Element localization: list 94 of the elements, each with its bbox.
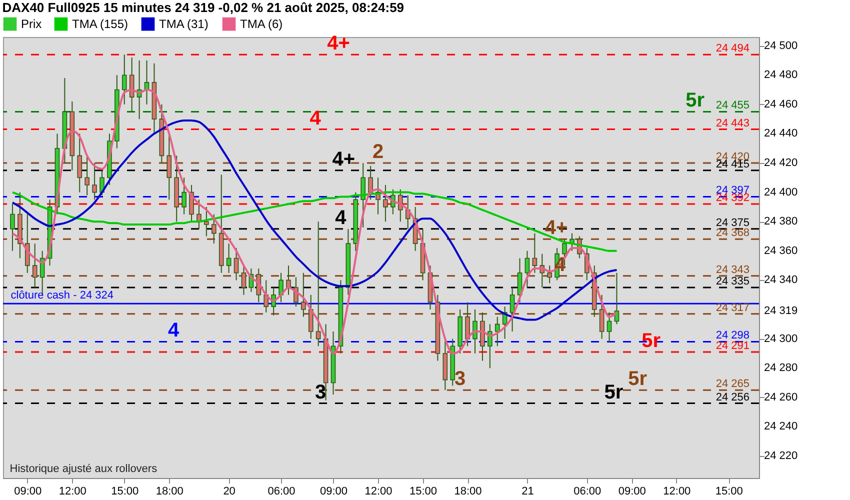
annotation: 5r (628, 368, 648, 390)
x-tick-label: 09:00 (618, 486, 646, 498)
candlestick (383, 184, 388, 222)
candlestick (368, 165, 373, 200)
ref-line-label: 24 494 (716, 42, 750, 55)
annotation: 2 (372, 141, 384, 163)
annotation: 3 (454, 368, 466, 390)
ref-line-label: 24 375 (716, 216, 750, 229)
y-tick-label: 24 360 (764, 244, 798, 257)
y-tick-label: 24 480 (764, 69, 798, 82)
candlestick (10, 204, 15, 252)
candlestick (599, 294, 604, 340)
ref-line-label: 24 455 (716, 100, 750, 112)
annotation: 5r (604, 381, 624, 404)
candlestick (606, 312, 612, 342)
annotation: 4 (310, 107, 322, 130)
x-tick-label: 15:00 (715, 486, 743, 498)
candlestick (189, 184, 194, 222)
candlestick (226, 243, 232, 274)
candlestick (308, 294, 314, 340)
candlestick (264, 280, 269, 313)
candlestick (32, 243, 38, 288)
candlestick (494, 316, 500, 347)
annotation: 5r (686, 90, 705, 112)
ref-line-label: 24 298 (716, 330, 750, 342)
x-tick-label: 15:00 (111, 486, 139, 498)
candlestick (182, 177, 186, 215)
candlestick (84, 155, 90, 196)
candlestick (301, 272, 306, 318)
candlestick (241, 265, 246, 296)
x-tick-label: 21 (522, 486, 534, 498)
ref-line-label: 24 265 (716, 378, 750, 390)
y-tick-label: 24 220 (764, 450, 798, 462)
candlestick (547, 265, 552, 284)
candlestick (316, 221, 321, 347)
annotation: 4+ (332, 148, 356, 170)
y-tick-label: 24 500 (764, 40, 798, 52)
y-tick-label: 24 420 (764, 157, 798, 169)
annotation: 4 (335, 206, 348, 229)
candlestick (472, 309, 478, 354)
annotation: 5r (642, 330, 661, 352)
ref-line-label: 24 317 (716, 302, 750, 314)
ref-line-label: 24 291 (716, 340, 750, 352)
candlestick (234, 247, 239, 281)
ref-line-label: 24 368 (716, 227, 750, 240)
x-tick-label: 06:00 (268, 486, 296, 498)
annotation: 4 (554, 254, 566, 276)
y-tick-label: 24 300 (764, 332, 798, 345)
chart-title: DAX40 Full0925 15 minutes 24 319 -0,02 % 21 août 2025, 08:24:59 (2, 0, 404, 15)
annotation: 4+ (327, 32, 350, 55)
candlestick (278, 272, 284, 303)
x-tick-label: 12:00 (364, 486, 392, 498)
ref-line-label: 24 335 (716, 276, 750, 288)
ref-line-label: 24 256 (716, 391, 750, 404)
x-tick-label: 12:00 (58, 486, 86, 498)
candlestick (524, 250, 530, 288)
y-tick-label: 24 380 (764, 216, 798, 228)
candlestick (122, 54, 127, 105)
candlestick (532, 232, 538, 274)
candlestick (204, 206, 209, 237)
ref-line-label: 24 343 (716, 264, 750, 276)
x-tick-label: 06:00 (574, 486, 602, 498)
y-tick-label: 24 240 (764, 420, 798, 433)
legend-label: Prix (21, 17, 42, 32)
x-tick-label: 09:00 (320, 486, 348, 498)
x-tick-label: 20 (223, 486, 236, 498)
y-tick-label: 24 440 (764, 128, 798, 140)
candlestick (77, 133, 82, 193)
y-tick-label: 24 319 (764, 304, 798, 317)
y-tick-label: 24 400 (764, 186, 798, 198)
candlestick (24, 214, 30, 274)
y-tick-label: 24 260 (764, 391, 798, 404)
ref-line-label: 24 443 (716, 117, 750, 130)
candlestick (211, 214, 216, 244)
candlestick (510, 287, 515, 332)
x-tick-label: 15:00 (410, 486, 438, 498)
y-tick-label: 24 460 (764, 98, 798, 110)
candlestick (92, 162, 97, 200)
ref-line-label: clôture cash - 24 324 (10, 290, 114, 302)
candlestick (398, 188, 403, 222)
annotation: Historique ajusté aux rollovers (10, 463, 158, 475)
candlestick (465, 302, 470, 347)
legend-label: TMA (31) (159, 17, 208, 32)
annotation: 4 (168, 320, 180, 342)
y-tick-label: 24 280 (764, 362, 798, 374)
candlestick (488, 324, 492, 369)
x-tick-label: 09:00 (14, 486, 42, 498)
y-tick-label: 24 340 (764, 274, 798, 286)
legend-label: TMA (155) (72, 17, 128, 32)
legend-label: TMA (6) (240, 17, 283, 32)
x-tick-label: 12:00 (663, 486, 691, 498)
x-tick-label: 18:00 (454, 486, 482, 498)
candlestick (166, 133, 172, 200)
x-tick-label: 18:00 (156, 486, 184, 498)
